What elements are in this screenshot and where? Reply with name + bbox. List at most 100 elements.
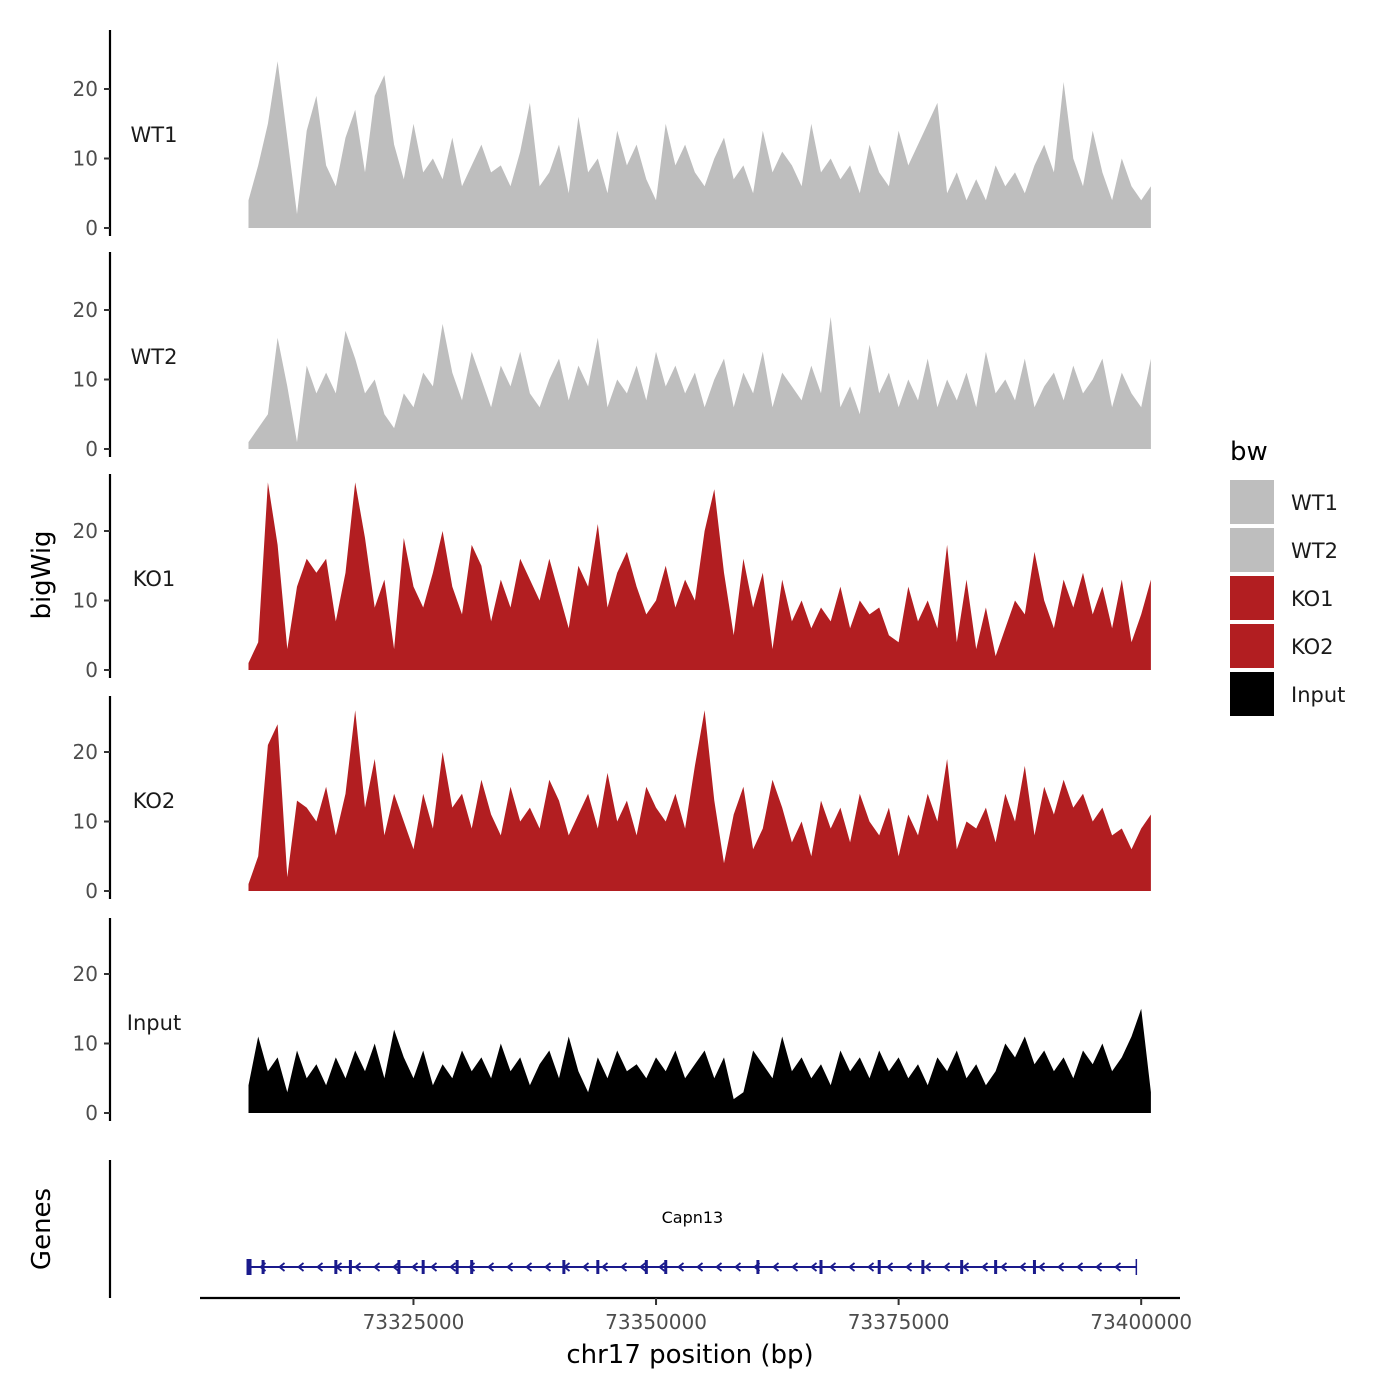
legend-key-ko2 <box>1230 624 1274 668</box>
strand-arrow <box>734 1262 742 1272</box>
exon <box>819 1260 823 1274</box>
strand-arrow <box>791 1262 799 1272</box>
exon-first <box>246 1259 252 1275</box>
legend-label-ko1: KO1 <box>1291 587 1334 611</box>
y-tick-label: 0 <box>85 216 98 240</box>
signal-tracks: 0 10 20 WT1 0 10 20 WT2 0 10 20 KO1 0 10 20 KO2 0 10 20 Inp… <box>73 30 1151 1125</box>
track-label: KO1 <box>133 567 176 591</box>
strand-arrow <box>981 1262 989 1272</box>
strand-arrow <box>943 1262 951 1272</box>
strand-arrow <box>430 1262 438 1272</box>
strand-arrow <box>639 1262 647 1272</box>
strand-arrow <box>886 1262 894 1272</box>
strand-arrow <box>620 1262 628 1272</box>
legend-label-wt2: WT2 <box>1291 539 1338 563</box>
signal-area-ko1 <box>248 482 1151 670</box>
y-tick-label: 0 <box>85 1101 98 1125</box>
legend-label-input: Input <box>1291 683 1345 707</box>
track-ko1: 0 10 20 KO1 <box>73 474 1151 682</box>
y-tick-label: 20 <box>73 519 98 543</box>
strand-arrow <box>696 1262 704 1272</box>
x-axis-title: chr17 position (bp) <box>566 1340 813 1370</box>
strand-arrow <box>810 1262 818 1272</box>
strand-arrow <box>411 1262 419 1272</box>
legend-label-wt1: WT1 <box>1291 491 1338 515</box>
strand-arrow <box>1038 1262 1046 1272</box>
track-label: WT2 <box>131 345 178 369</box>
exon <box>756 1260 760 1274</box>
strand-arrow <box>525 1262 533 1272</box>
strand-arrow <box>867 1262 875 1272</box>
track-label: WT1 <box>131 123 178 147</box>
exon <box>921 1260 925 1274</box>
strand-arrow <box>544 1262 552 1272</box>
strand-arrow <box>1095 1262 1103 1272</box>
y-tick-label: 10 <box>73 810 98 834</box>
exon <box>348 1260 352 1274</box>
strand-arrow <box>297 1262 305 1272</box>
y-tick-label: 10 <box>73 147 98 171</box>
y-tick-label: 20 <box>73 77 98 101</box>
exon <box>994 1260 998 1274</box>
strand-arrow <box>829 1262 837 1272</box>
exon <box>877 1260 881 1274</box>
strand-arrow <box>278 1262 286 1272</box>
exon <box>470 1260 474 1274</box>
track-ko2: 0 10 20 KO2 <box>73 696 1151 903</box>
track-label: KO2 <box>133 789 176 813</box>
gene-label: Capn13 <box>662 1208 724 1227</box>
y-axis-title: bigWig <box>27 530 57 619</box>
track-wt2: 0 10 20 WT2 <box>73 252 1151 461</box>
strand-arrow <box>905 1262 913 1272</box>
exon <box>596 1260 600 1274</box>
strand-arrow <box>715 1262 723 1272</box>
legend-key-input <box>1230 672 1274 716</box>
x-axis: 73325000 73350000 73375000 73400000 <box>200 1296 1192 1334</box>
y-tick-label: 10 <box>73 1032 98 1056</box>
strand-arrow <box>1019 1262 1027 1272</box>
strand-arrow <box>1114 1262 1122 1272</box>
y-tick-label: 0 <box>85 437 98 461</box>
strand-arrow <box>506 1262 514 1272</box>
exon <box>455 1260 459 1274</box>
signal-area-ko2 <box>248 710 1151 891</box>
track-input: 0 10 20 Input <box>73 918 1151 1125</box>
y-tick-label: 0 <box>85 658 98 682</box>
strand-arrow <box>962 1262 970 1272</box>
exon <box>261 1260 265 1274</box>
x-tick-label: 73400000 <box>1090 1310 1192 1334</box>
exon <box>960 1260 964 1274</box>
strand-arrow <box>924 1262 932 1272</box>
x-tick-label: 73375000 <box>848 1310 950 1334</box>
strand-arrow <box>316 1262 324 1272</box>
y-tick-label: 10 <box>73 589 98 613</box>
exon <box>562 1260 566 1274</box>
strand-arrow <box>848 1262 856 1272</box>
strand-arrow <box>449 1262 457 1272</box>
legend: bw WT1 WT2 KO1 KO2 Input <box>1230 437 1345 716</box>
x-tick-label: 73325000 <box>363 1310 465 1334</box>
x-tick-label: 73350000 <box>605 1310 707 1334</box>
track-wt1: 0 10 20 WT1 <box>73 30 1151 240</box>
gene-track: Capn13 <box>108 1160 1138 1298</box>
legend-key-ko1 <box>1230 576 1274 620</box>
exon <box>664 1260 668 1274</box>
y-tick-label: 20 <box>73 740 98 764</box>
track-label: Input <box>127 1011 181 1035</box>
signal-area-input <box>248 1008 1151 1113</box>
strand-arrow <box>392 1262 400 1272</box>
strand-arrow <box>601 1262 609 1272</box>
legend-title: bw <box>1230 437 1268 467</box>
y-tick-label: 10 <box>73 368 98 392</box>
exon <box>1032 1260 1036 1274</box>
signal-area-wt1 <box>248 61 1151 229</box>
exon <box>397 1260 401 1274</box>
strand-arrow <box>1057 1262 1065 1272</box>
legend-label-ko2: KO2 <box>1291 635 1334 659</box>
strand-arrow <box>582 1262 590 1272</box>
genes-axis-title: Genes <box>27 1188 57 1270</box>
exon <box>644 1260 648 1274</box>
strand-arrow <box>677 1262 685 1272</box>
legend-key-wt2 <box>1230 528 1274 572</box>
